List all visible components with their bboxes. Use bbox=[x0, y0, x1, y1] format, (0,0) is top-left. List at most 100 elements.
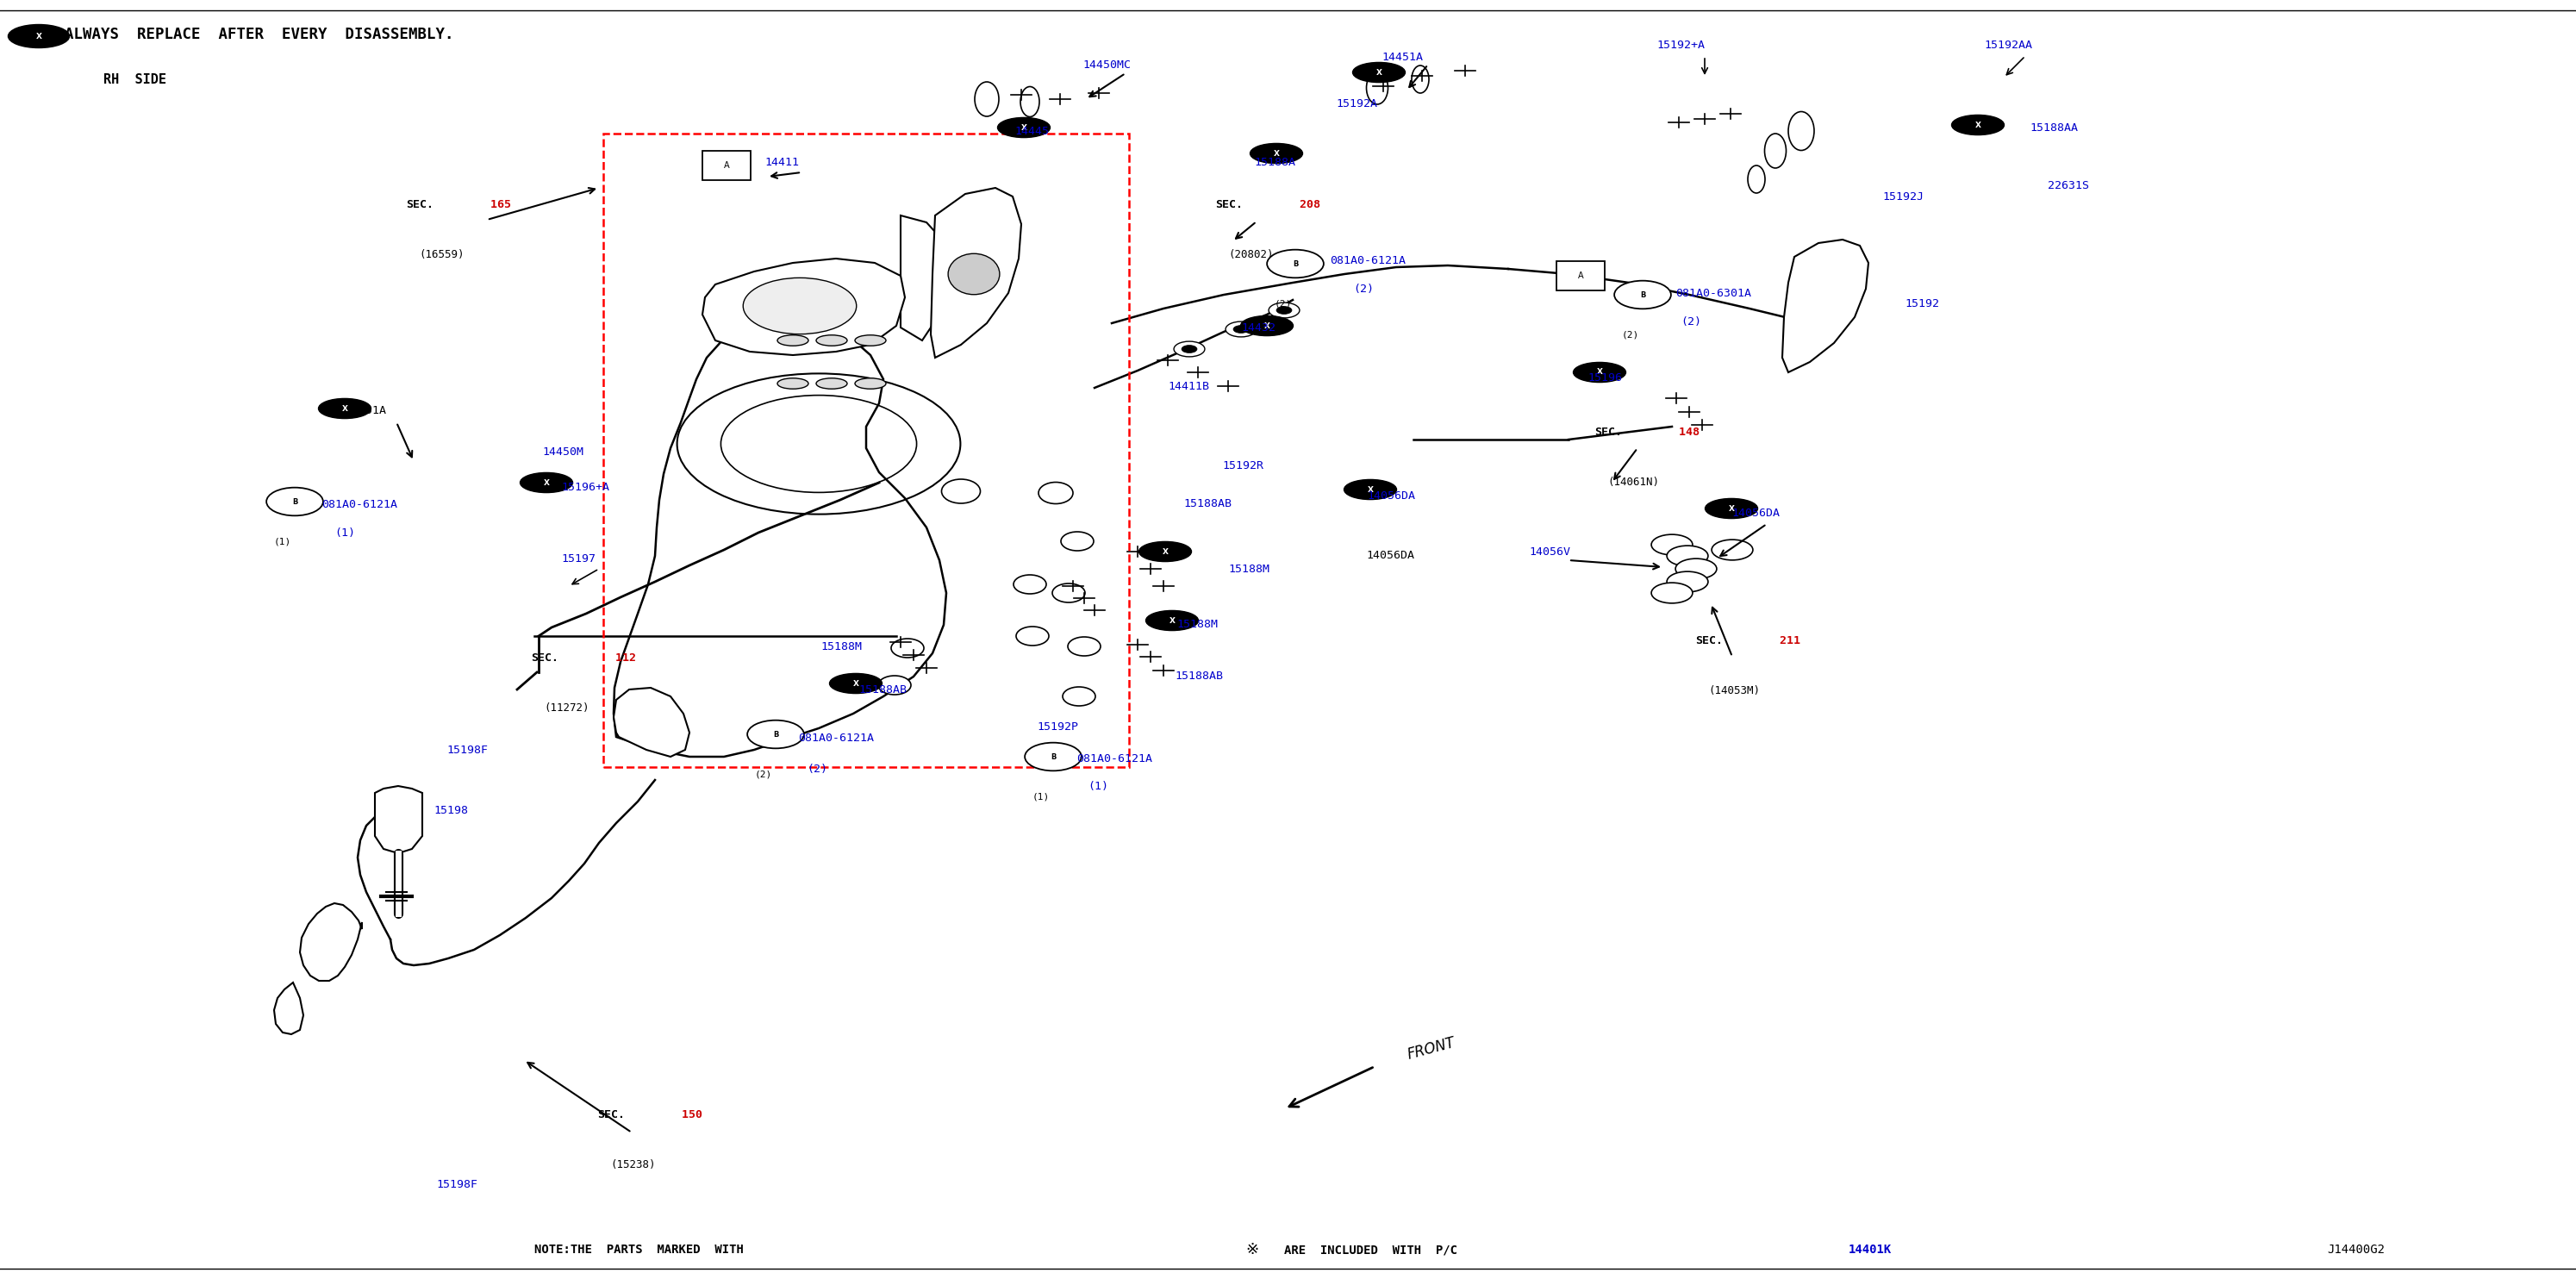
Text: 15192A: 15192A bbox=[1337, 97, 1378, 109]
Text: NOTE:THE  PARTS  MARKED  WITH: NOTE:THE PARTS MARKED WITH bbox=[533, 1243, 744, 1256]
Text: (14061N): (14061N) bbox=[1607, 476, 1659, 487]
Ellipse shape bbox=[1352, 63, 1404, 82]
Text: X: X bbox=[1170, 616, 1175, 624]
Ellipse shape bbox=[778, 379, 809, 389]
Ellipse shape bbox=[1249, 143, 1303, 164]
Circle shape bbox=[1667, 546, 1708, 567]
Text: SEC.: SEC. bbox=[1216, 200, 1242, 210]
Text: 15188M: 15188M bbox=[1229, 563, 1270, 574]
Text: 15188AB: 15188AB bbox=[858, 684, 907, 694]
Text: ALWAYS  REPLACE  AFTER  EVERY  DISASSEMBLY.: ALWAYS REPLACE AFTER EVERY DISASSEMBLY. bbox=[64, 27, 453, 42]
Text: 15192: 15192 bbox=[1904, 298, 1940, 310]
Polygon shape bbox=[299, 903, 363, 981]
Polygon shape bbox=[613, 688, 690, 757]
Text: ※: ※ bbox=[1002, 122, 1012, 133]
Text: B: B bbox=[291, 498, 296, 505]
Text: 15192R: 15192R bbox=[1221, 460, 1262, 471]
Ellipse shape bbox=[878, 675, 912, 694]
Text: 081A0-6121A: 081A0-6121A bbox=[799, 732, 873, 743]
Text: 081A0-6121A: 081A0-6121A bbox=[1329, 255, 1406, 266]
Text: B: B bbox=[773, 730, 778, 738]
Ellipse shape bbox=[1146, 610, 1198, 631]
Circle shape bbox=[1226, 321, 1257, 336]
Text: 15192J: 15192J bbox=[1883, 191, 1924, 202]
Ellipse shape bbox=[948, 253, 999, 294]
Ellipse shape bbox=[1765, 133, 1785, 168]
Ellipse shape bbox=[1061, 532, 1095, 551]
Text: 22631S: 22631S bbox=[2048, 179, 2089, 191]
Text: 15188A: 15188A bbox=[1255, 156, 1296, 168]
Ellipse shape bbox=[1953, 115, 2004, 136]
Circle shape bbox=[1651, 535, 1692, 555]
Circle shape bbox=[1667, 572, 1708, 592]
Text: X: X bbox=[1162, 547, 1167, 555]
Circle shape bbox=[1267, 249, 1324, 278]
Polygon shape bbox=[273, 982, 304, 1035]
Ellipse shape bbox=[1705, 499, 1757, 518]
Text: FRONT: FRONT bbox=[1406, 1035, 1458, 1063]
Text: X: X bbox=[853, 679, 858, 687]
Ellipse shape bbox=[1242, 316, 1293, 336]
Text: 14056DA: 14056DA bbox=[1368, 490, 1414, 501]
Text: (2): (2) bbox=[1623, 330, 1638, 339]
Text: ※: ※ bbox=[1244, 1242, 1257, 1257]
Text: 14451A: 14451A bbox=[1381, 51, 1422, 63]
Polygon shape bbox=[902, 215, 945, 340]
Text: 15196+A: 15196+A bbox=[562, 481, 611, 492]
Text: X: X bbox=[36, 32, 41, 40]
Text: 081A0-6301A: 081A0-6301A bbox=[1674, 288, 1752, 298]
Text: (2): (2) bbox=[755, 770, 773, 779]
Text: 14432: 14432 bbox=[1242, 322, 1275, 333]
Polygon shape bbox=[703, 258, 904, 356]
Text: (20802): (20802) bbox=[1229, 248, 1273, 260]
Text: X: X bbox=[1728, 505, 1734, 513]
Text: X: X bbox=[1020, 124, 1028, 132]
Circle shape bbox=[747, 720, 804, 748]
Polygon shape bbox=[613, 317, 945, 757]
Ellipse shape bbox=[1012, 574, 1046, 593]
Text: 14450M: 14450M bbox=[541, 446, 582, 457]
Text: (16559): (16559) bbox=[420, 248, 464, 260]
Ellipse shape bbox=[1051, 583, 1084, 602]
Text: 14411: 14411 bbox=[765, 156, 799, 168]
Text: (2): (2) bbox=[1275, 299, 1293, 308]
Circle shape bbox=[1674, 559, 1716, 579]
Text: (1): (1) bbox=[1087, 780, 1108, 792]
Circle shape bbox=[1267, 303, 1298, 318]
Ellipse shape bbox=[1015, 627, 1048, 646]
Ellipse shape bbox=[1139, 541, 1193, 561]
Polygon shape bbox=[930, 188, 1020, 358]
Text: X: X bbox=[1265, 322, 1270, 330]
Polygon shape bbox=[376, 787, 422, 853]
Ellipse shape bbox=[974, 82, 999, 116]
Circle shape bbox=[1025, 743, 1082, 771]
Text: (11272): (11272) bbox=[544, 702, 590, 714]
Text: 208: 208 bbox=[1293, 200, 1319, 210]
Text: ※: ※ bbox=[1154, 614, 1164, 627]
Bar bbox=[703, 151, 752, 180]
Text: 15192AA: 15192AA bbox=[1984, 40, 2032, 50]
Text: X: X bbox=[1368, 486, 1373, 494]
Text: X: X bbox=[1976, 122, 1981, 129]
Text: (15238): (15238) bbox=[611, 1159, 654, 1170]
Text: 148: 148 bbox=[1672, 427, 1700, 437]
Text: X: X bbox=[544, 478, 549, 486]
Ellipse shape bbox=[829, 674, 881, 693]
Text: ※: ※ bbox=[1582, 366, 1592, 379]
Ellipse shape bbox=[943, 480, 981, 504]
Circle shape bbox=[1651, 583, 1692, 604]
Ellipse shape bbox=[855, 379, 886, 389]
Text: (1): (1) bbox=[1033, 793, 1051, 801]
Text: 081A0-6121A: 081A0-6121A bbox=[1077, 753, 1151, 764]
Text: 14411B: 14411B bbox=[1167, 381, 1208, 391]
Text: (2): (2) bbox=[1352, 283, 1373, 294]
Text: B: B bbox=[1641, 290, 1646, 298]
Text: ※: ※ bbox=[1958, 118, 1968, 130]
Text: 14451A: 14451A bbox=[345, 404, 386, 416]
Text: X: X bbox=[1597, 368, 1602, 376]
Text: J14400G2: J14400G2 bbox=[2326, 1243, 2385, 1256]
Text: 15188AB: 15188AB bbox=[1182, 498, 1231, 509]
Text: A: A bbox=[724, 161, 729, 170]
Ellipse shape bbox=[817, 379, 848, 389]
Text: 15188M: 15188M bbox=[1177, 618, 1218, 629]
